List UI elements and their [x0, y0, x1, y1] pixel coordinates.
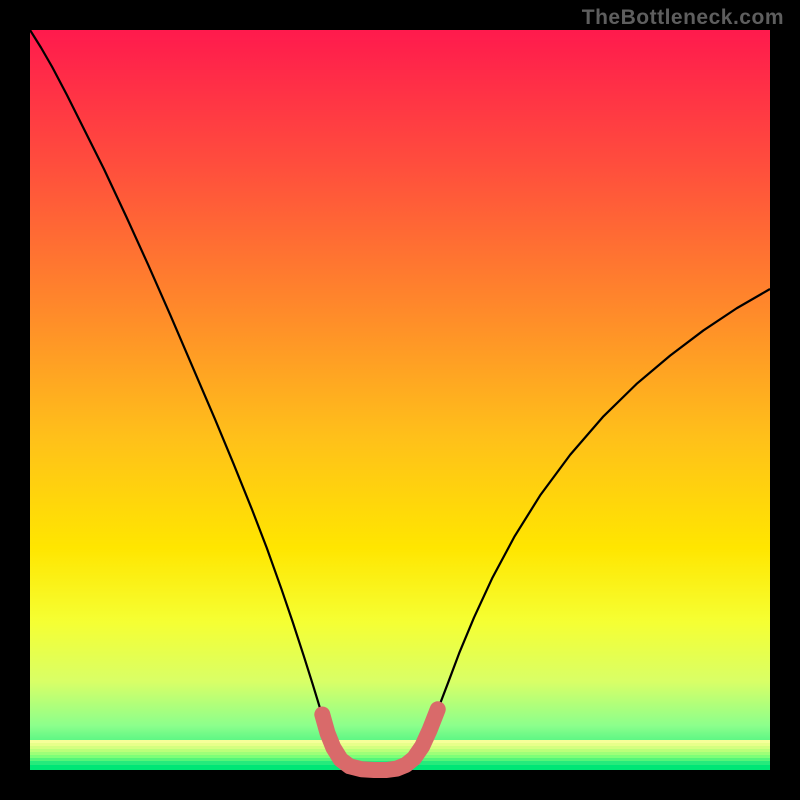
- chart-container: TheBottleneck.com: [0, 0, 800, 800]
- plot-background: [30, 30, 770, 770]
- watermark-text: TheBottleneck.com: [582, 6, 784, 30]
- bottom-band: [30, 755, 770, 758]
- bottom-band: [30, 743, 770, 746]
- chart-svg: [0, 0, 800, 800]
- bottom-band: [30, 749, 770, 752]
- bottom-band: [30, 746, 770, 749]
- bottom-band: [30, 740, 770, 743]
- bottom-band: [30, 752, 770, 755]
